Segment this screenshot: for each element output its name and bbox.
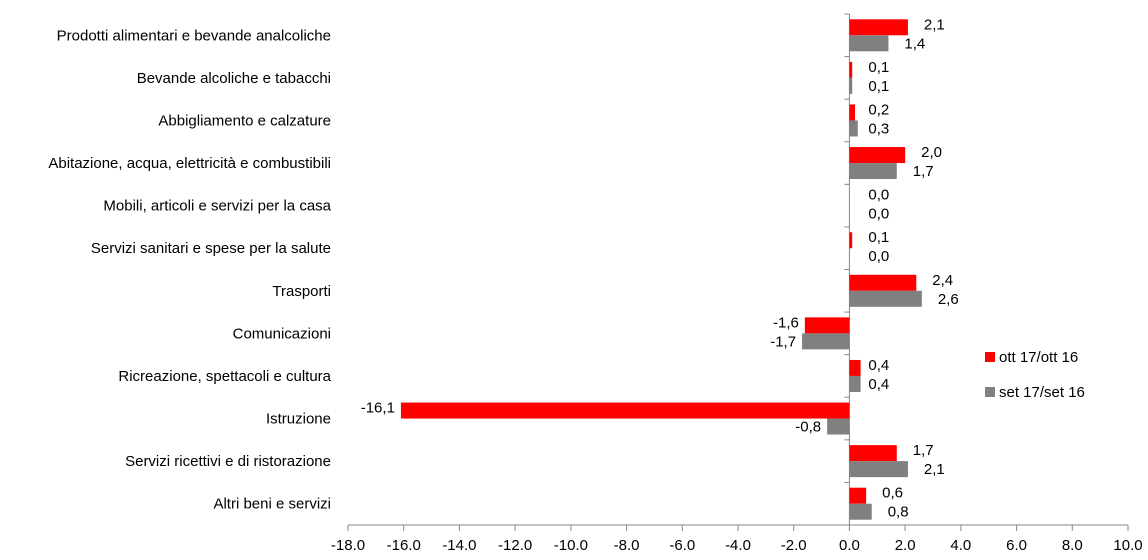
x-tick-label: 10.0 xyxy=(1113,537,1142,554)
data-label: 0,4 xyxy=(868,357,889,374)
data-label: 0,8 xyxy=(888,504,909,521)
bar xyxy=(400,402,850,419)
bar xyxy=(849,445,897,462)
data-label: 2,1 xyxy=(924,16,945,33)
category-label: Istruzione xyxy=(266,411,331,428)
data-label: 0,0 xyxy=(868,248,889,265)
data-label: 1,4 xyxy=(904,35,925,52)
x-axis: -18.0 -16.0 -14.0 -12.0 -10.0 -8.0 -6.0 -4.0 -2.… xyxy=(331,13,1143,554)
x-tick-label: -16.0 xyxy=(387,537,421,554)
data-label: 0,2 xyxy=(868,101,889,118)
bar xyxy=(849,359,861,376)
legend: ott 17/ott 16 set 17/set 16 xyxy=(985,349,1085,401)
bar xyxy=(849,503,872,520)
data-label: -1,7 xyxy=(770,333,796,350)
bar xyxy=(849,19,908,36)
bar xyxy=(849,163,897,180)
category-label: Mobili, articoli e servizi per la casa xyxy=(103,198,331,215)
data-label: 1,7 xyxy=(913,442,934,459)
data-label: 0,0 xyxy=(868,187,889,204)
data-label: -0,8 xyxy=(795,419,821,436)
x-tick-label: -18.0 xyxy=(331,537,365,554)
x-tick-label: -6.0 xyxy=(669,537,695,554)
category-labels: Prodotti alimentari e bevande analcolich… xyxy=(48,27,331,512)
bar xyxy=(804,317,850,334)
x-tick-label: 6.0 xyxy=(1006,537,1027,554)
category-label: Trasporti xyxy=(272,283,331,300)
data-label: 1,7 xyxy=(913,163,934,180)
data-label: -16,1 xyxy=(361,400,395,417)
data-label: 0,3 xyxy=(868,120,889,137)
bar xyxy=(849,290,922,307)
x-tick-label: -8.0 xyxy=(614,537,640,554)
data-label: 0,1 xyxy=(868,59,889,76)
category-label: Abbigliamento e calzature xyxy=(158,112,331,129)
data-label: 2,4 xyxy=(932,272,953,289)
bar xyxy=(827,418,850,435)
bar xyxy=(802,333,850,350)
x-tick-label: -4.0 xyxy=(725,537,751,554)
x-tick-label: 8.0 xyxy=(1062,537,1083,554)
data-labels: 2,1 0,1 0,2 2,0 0,0 0,1 2,4 -1,6 0,4 -16,1 1,7 0,6 1… xyxy=(361,16,959,520)
data-label: 2,0 xyxy=(921,144,942,161)
bar xyxy=(849,232,853,249)
category-label: Servizi ricettivi e di ristorazione xyxy=(125,453,331,470)
bar xyxy=(849,147,906,164)
bar xyxy=(849,375,861,392)
data-label: 0,0 xyxy=(868,206,889,223)
legend-swatch xyxy=(985,352,995,362)
category-label: Abitazione, acqua, elettricità e combust… xyxy=(48,155,331,172)
bar xyxy=(849,487,867,504)
x-tick-label: 4.0 xyxy=(950,537,971,554)
bar xyxy=(849,77,853,94)
data-label: 0,4 xyxy=(868,376,889,393)
bar xyxy=(849,61,853,78)
category-label: Altri beni e servizi xyxy=(213,496,331,513)
category-label: Ricreazione, spettacoli e cultura xyxy=(118,368,331,385)
data-label: 2,1 xyxy=(924,461,945,478)
x-tick-label: -14.0 xyxy=(442,537,476,554)
data-label: 2,6 xyxy=(938,291,959,308)
category-label: Prodotti alimentari e bevande analcolich… xyxy=(57,27,331,44)
data-label: 0,1 xyxy=(868,78,889,95)
legend-label: set 17/set 16 xyxy=(999,384,1085,401)
category-label: Bevande alcoliche e tabacchi xyxy=(137,70,331,87)
category-label: Servizi sanitari e spese per la salute xyxy=(91,240,331,257)
x-tick-label: 0.0 xyxy=(839,537,860,554)
x-tick-label: 2.0 xyxy=(895,537,916,554)
legend-swatch xyxy=(985,387,995,397)
category-label: Comunicazioni xyxy=(233,325,331,342)
bar xyxy=(849,461,908,478)
bars xyxy=(400,19,922,520)
x-tick-label: -12.0 xyxy=(498,537,532,554)
x-tick-label: -2.0 xyxy=(781,537,807,554)
data-label: 0,1 xyxy=(868,229,889,246)
bar xyxy=(849,104,855,121)
bar xyxy=(849,120,858,137)
legend-label: ott 17/ott 16 xyxy=(999,349,1078,366)
data-label: -1,6 xyxy=(773,314,799,331)
bar xyxy=(849,35,889,52)
data-label: 0,6 xyxy=(882,485,903,502)
x-tick-label: -10.0 xyxy=(554,537,588,554)
bar xyxy=(849,274,917,291)
